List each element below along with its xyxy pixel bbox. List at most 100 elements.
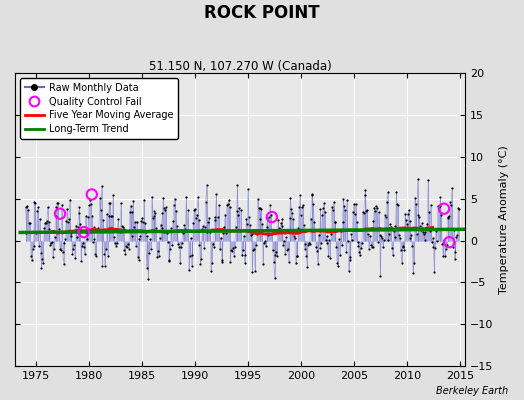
Point (39, 260, 48, 266)
Point (258, 221, 266, 227)
Point (412, 231, 421, 238)
Point (434, 203, 442, 209)
Point (274, 216, 282, 223)
Point (294, 224, 302, 231)
Point (289, 215, 297, 222)
Point (136, 233, 145, 240)
Point (312, 244, 320, 251)
Point (266, 202, 274, 208)
Point (45, 226, 53, 232)
Point (428, 239, 436, 245)
Point (353, 238, 362, 245)
Point (313, 261, 322, 268)
Point (340, 203, 348, 210)
Point (271, 252, 280, 258)
Point (121, 251, 129, 258)
Point (115, 228, 123, 234)
Point (282, 234, 290, 240)
Point (253, 230, 261, 237)
Text: ROCK POINT: ROCK POINT (204, 4, 320, 22)
Point (73, 224, 82, 230)
Point (182, 194, 190, 200)
Point (409, 270, 417, 276)
Point (381, 214, 390, 220)
Point (82, 230, 91, 236)
Point (29, 243, 38, 250)
Point (361, 192, 369, 198)
Point (41, 219, 49, 226)
Point (449, 244, 457, 250)
Point (330, 219, 339, 226)
Point (331, 219, 340, 225)
Point (56, 246, 64, 252)
Point (322, 233, 331, 239)
Point (270, 274, 279, 281)
Point (80, 229, 88, 235)
Point (70, 242, 78, 248)
Point (64, 216, 73, 222)
Point (168, 242, 176, 248)
Point (180, 222, 189, 228)
Point (425, 209, 433, 215)
Point (40, 225, 48, 231)
Point (84, 214, 92, 220)
Point (445, 239, 453, 245)
Point (123, 244, 132, 250)
Point (408, 243, 417, 250)
Point (367, 241, 375, 248)
Point (208, 260, 216, 266)
Point (99, 217, 107, 223)
Point (134, 257, 143, 264)
Point (114, 216, 123, 222)
Point (165, 256, 173, 263)
Point (358, 239, 366, 246)
Point (97, 183, 106, 189)
Point (149, 212, 158, 219)
Point (440, 206, 448, 212)
Point (429, 243, 438, 250)
Point (390, 234, 399, 240)
Point (446, 199, 454, 206)
Point (152, 225, 160, 232)
Point (407, 231, 416, 238)
Point (417, 227, 425, 233)
Point (204, 218, 213, 225)
Point (416, 222, 424, 229)
Point (370, 204, 378, 211)
Point (28, 257, 36, 263)
Point (305, 241, 314, 247)
Point (119, 226, 128, 232)
Point (92, 252, 101, 259)
Point (36, 250, 45, 256)
Point (384, 236, 392, 243)
Point (317, 239, 325, 246)
Point (66, 196, 74, 203)
Point (176, 260, 184, 267)
Point (213, 226, 221, 232)
Point (356, 252, 364, 258)
Point (57, 247, 65, 254)
Point (23, 229, 31, 236)
Point (315, 245, 324, 251)
Point (137, 218, 146, 224)
Point (76, 220, 84, 227)
Point (117, 200, 125, 206)
Point (334, 263, 342, 270)
Point (154, 248, 162, 255)
Point (362, 208, 370, 214)
Point (199, 223, 207, 229)
Point (175, 244, 183, 250)
Point (394, 202, 402, 208)
Point (196, 261, 204, 267)
Point (431, 244, 440, 251)
Point (215, 202, 223, 208)
Point (447, 202, 455, 208)
Point (141, 229, 150, 236)
Point (263, 224, 271, 230)
Point (254, 196, 262, 202)
Point (107, 213, 115, 220)
Point (393, 201, 401, 207)
Point (321, 209, 329, 215)
Point (95, 195, 104, 202)
Point (380, 212, 389, 218)
